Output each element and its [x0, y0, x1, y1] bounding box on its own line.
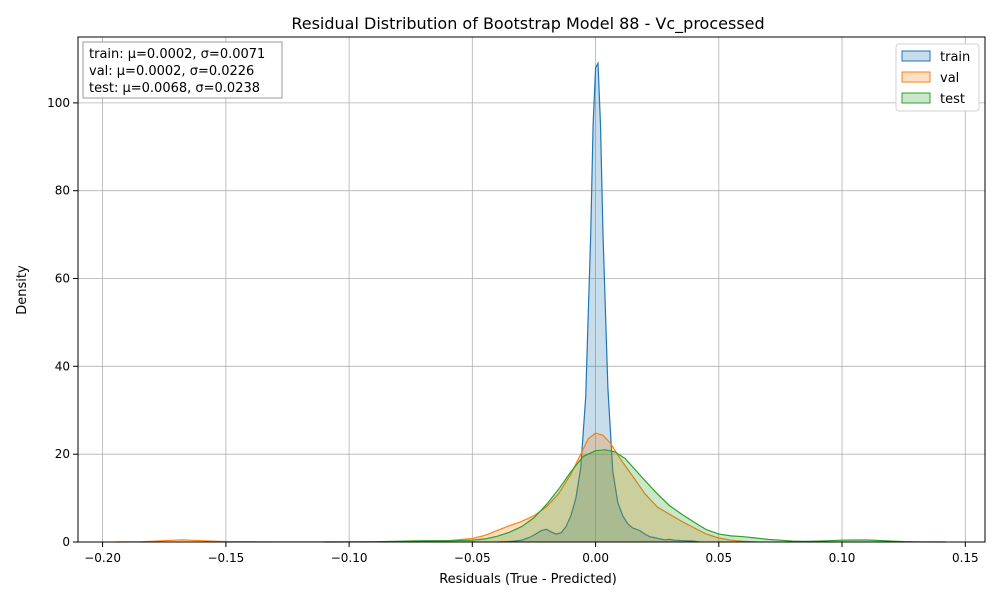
legend-label-test: test — [940, 92, 965, 107]
density-area-val — [115, 433, 756, 542]
legend-label-val: val — [940, 71, 959, 86]
x-tick-label: −0.10 — [331, 551, 368, 565]
x-tick-label: 0.15 — [952, 551, 979, 565]
x-tick-label: −0.20 — [84, 551, 121, 565]
stats-box-frame — [82, 41, 283, 99]
x-tick-label: 0.05 — [705, 551, 732, 565]
chart-title: Residual Distribution of Bootstrap Model… — [291, 14, 764, 34]
stats-box: train: μ=0.0002, σ=0.0071 val: μ=0.0002,… — [82, 41, 283, 99]
grid-lines — [78, 37, 985, 543]
x-tick-label: 0.00 — [582, 551, 609, 565]
density-line-test — [324, 449, 946, 543]
y-tick-label: 40 — [55, 359, 70, 373]
x-tick-label: −0.05 — [454, 551, 491, 565]
legend-swatch-val — [901, 71, 931, 83]
plot-frame — [77, 36, 986, 543]
x-axis-ticks: −0.20 −0.15 −0.10 −0.05 0.00 0.05 0.10 0.15 — [84, 542, 979, 565]
legend-swatch-test — [901, 92, 931, 104]
y-tick-label: 60 — [55, 272, 70, 286]
x-tick-label: 0.10 — [829, 551, 856, 565]
y-tick-label: 20 — [55, 447, 70, 461]
density-line-train — [496, 61, 700, 543]
y-axis-ticks: 0 20 40 60 80 100 — [47, 96, 78, 549]
density-area-test — [324, 449, 946, 542]
y-tick-label: 100 — [47, 96, 70, 110]
y-tick-label: 0 — [62, 535, 70, 549]
legend-swatch-train — [901, 50, 931, 62]
stats-line-val: val: μ=0.0002, σ=0.0226 — [89, 64, 254, 79]
plot-background — [78, 37, 985, 542]
plot-area — [77, 36, 986, 543]
legend: train val test — [895, 43, 980, 112]
y-axis-label: Density — [15, 265, 30, 315]
x-axis-label: Residuals (True - Predicted) — [439, 572, 617, 587]
stats-line-train: train: μ=0.0002, σ=0.0071 — [89, 47, 265, 62]
legend-label-train: train — [940, 50, 970, 65]
x-tick-label: −0.15 — [208, 551, 245, 565]
stats-line-test: test: μ=0.0068, σ=0.0238 — [89, 81, 260, 96]
density-area-train — [497, 63, 700, 543]
y-tick-label: 80 — [55, 184, 70, 198]
